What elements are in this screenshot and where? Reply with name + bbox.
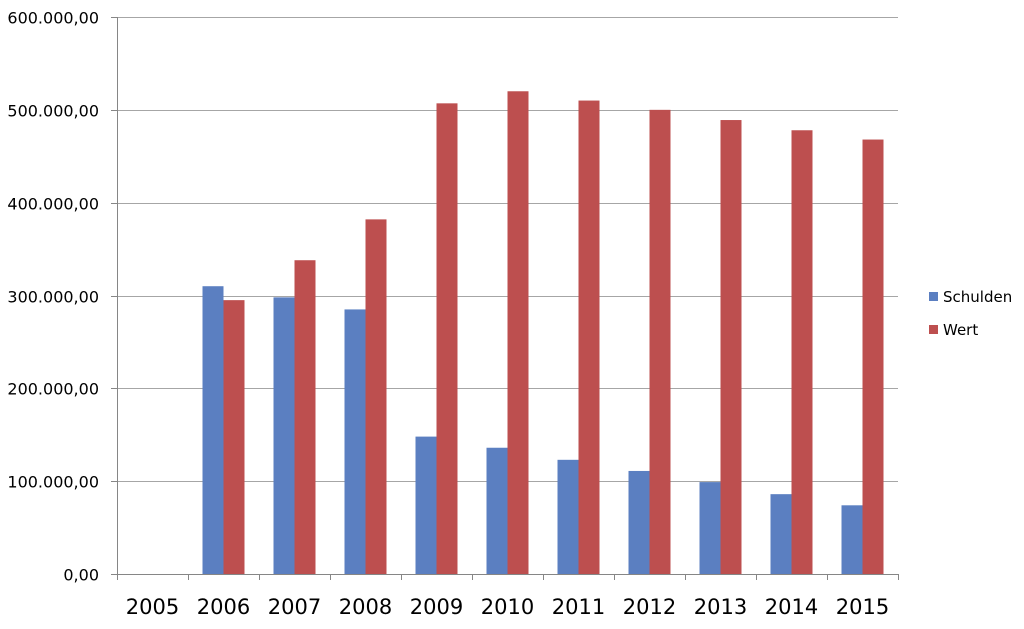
y-tick-label: 500.000,00 [7, 102, 99, 121]
y-tick-label: 400.000,00 [7, 195, 99, 214]
bar-wert-2007 [294, 260, 316, 574]
y-tick-labels: 0,00 100.000,00 200.000,00 300.000,00 400.00… [7, 9, 99, 585]
bar-wert-2012 [649, 109, 671, 574]
x-tick-label: 2011 [552, 595, 605, 619]
x-tick-label: 2006 [197, 595, 250, 619]
bar-wert-2009 [436, 103, 458, 575]
bar-schulden-2011 [557, 459, 579, 574]
axes [111, 17, 899, 580]
bar-schulden-2009 [415, 436, 437, 574]
legend-label: Wert [943, 321, 978, 339]
x-tick-label: 2010 [481, 595, 534, 619]
bar-wert-2006 [223, 300, 245, 574]
bar-schulden-2006 [202, 286, 224, 574]
legend-item-wert: Wert [929, 321, 978, 339]
x-tick-label: 2015 [836, 595, 889, 619]
y-tick-label: 300.000,00 [7, 288, 99, 307]
x-tick-label: 2009 [410, 595, 463, 619]
x-tick-labels: 2005 2006 2007 2008 2009 2010 2011 2012 2013 2014… [126, 595, 889, 619]
legend-label: Schulden [943, 288, 1012, 306]
bar-schulden-2008 [344, 309, 366, 574]
x-tick-label: 2013 [694, 595, 747, 619]
x-tick-label: 2008 [339, 595, 392, 619]
y-tick-label: 200.000,00 [7, 380, 99, 399]
y-tick-label: 100.000,00 [7, 473, 99, 492]
legend-swatch [929, 325, 938, 334]
y-tick-label: 600.000,00 [7, 9, 99, 28]
x-tick-label: 2005 [126, 595, 179, 619]
bar-wert-2008 [365, 219, 387, 575]
bar-wert-2011 [578, 100, 600, 575]
bars [202, 91, 884, 575]
bar-schulden-2013 [699, 482, 721, 574]
legend: Schulden Wert [929, 288, 1012, 339]
bar-wert-2010 [507, 91, 529, 575]
x-tick-label: 2007 [268, 595, 321, 619]
bar-schulden-2007 [273, 297, 295, 574]
x-tick-label: 2012 [623, 595, 676, 619]
legend-item-schulden: Schulden [929, 288, 1012, 306]
bar-schulden-2015 [841, 505, 863, 574]
bar-wert-2013 [720, 120, 742, 575]
bar-schulden-2010 [486, 447, 508, 574]
bar-schulden-2012 [628, 470, 650, 574]
legend-swatch [929, 292, 938, 301]
bar-schulden-2014 [770, 494, 792, 574]
bar-wert-2015 [862, 139, 884, 575]
y-tick-label: 0,00 [63, 566, 99, 585]
bar-wert-2014 [791, 130, 813, 575]
x-tick-label: 2014 [765, 595, 818, 619]
